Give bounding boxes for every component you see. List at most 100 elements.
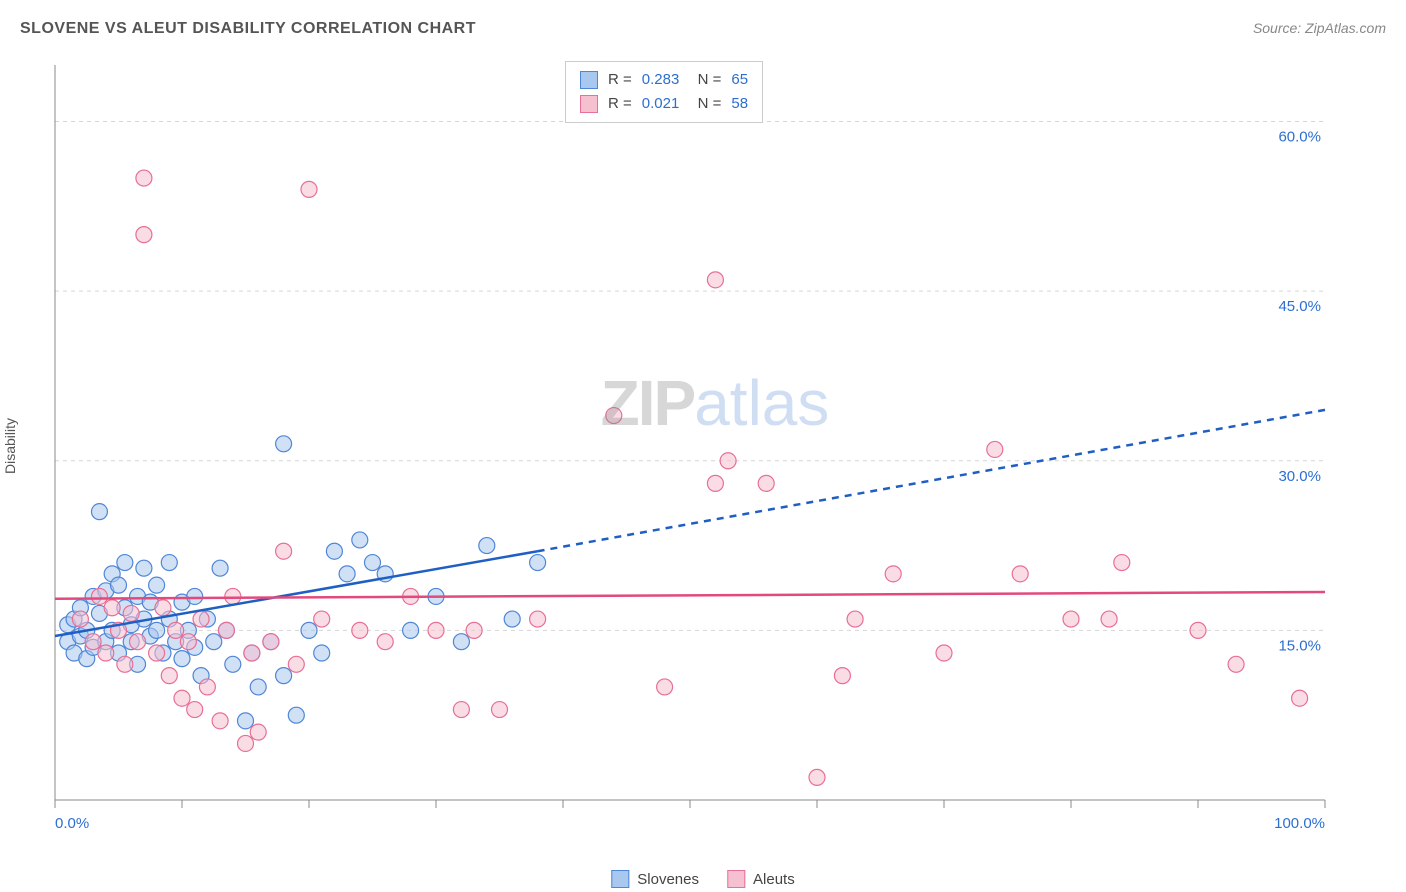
aleuts-point <box>72 611 88 627</box>
aleuts-point <box>1101 611 1117 627</box>
slovenes-point <box>339 566 355 582</box>
slovenes-point <box>250 679 266 695</box>
aleuts-point <box>149 645 165 661</box>
slovenes-point <box>365 555 381 571</box>
aleuts-point <box>301 181 317 197</box>
aleuts-point <box>428 622 444 638</box>
aleuts-point <box>657 679 673 695</box>
slovenes-point <box>314 645 330 661</box>
slovenes-stats-row: R = 0.283 N = 65 <box>580 68 748 92</box>
n-label: N = <box>689 68 721 92</box>
aleuts-point <box>936 645 952 661</box>
correlation-stats-box: R = 0.283 N = 65R = 0.021 N = 58 <box>565 61 763 123</box>
slovenes-point <box>530 555 546 571</box>
aleuts-point <box>606 408 622 424</box>
aleuts-legend-label: Aleuts <box>753 871 795 888</box>
aleuts-point <box>225 588 241 604</box>
slovenes-point <box>288 707 304 723</box>
aleuts-point <box>187 702 203 718</box>
aleuts-point <box>1012 566 1028 582</box>
aleuts-stats-row: R = 0.021 N = 58 <box>580 92 748 116</box>
aleuts-point <box>218 622 234 638</box>
chart-header: SLOVENE VS ALEUT DISABILITY CORRELATION … <box>20 20 1386 38</box>
svg-text:30.0%: 30.0% <box>1278 468 1321 485</box>
aleuts-point <box>238 735 254 751</box>
plot-area: 15.0%30.0%45.0%60.0%0.0%100.0% ZIPatlas … <box>45 55 1385 845</box>
aleuts-point <box>758 475 774 491</box>
slovenes-point <box>403 622 419 638</box>
aleuts-point <box>161 668 177 684</box>
aleuts-point <box>117 656 133 672</box>
slovenes-point <box>91 504 107 520</box>
aleuts-point <box>987 441 1003 457</box>
aleuts-point <box>1228 656 1244 672</box>
aleuts-point <box>250 724 266 740</box>
svg-text:15.0%: 15.0% <box>1278 637 1321 654</box>
slovenes-point <box>453 634 469 650</box>
aleuts-point <box>1063 611 1079 627</box>
aleuts-trend-line <box>55 592 1325 599</box>
aleuts-point <box>809 769 825 785</box>
aleuts-point <box>244 645 260 661</box>
slovenes-point <box>225 656 241 672</box>
aleuts-point <box>263 634 279 650</box>
chart-title: SLOVENE VS ALEUT DISABILITY CORRELATION … <box>20 20 476 38</box>
slovenes-trend-extension <box>538 410 1325 551</box>
slovenes-point <box>206 634 222 650</box>
aleuts-point <box>530 611 546 627</box>
slovenes-legend-label: Slovenes <box>637 871 699 888</box>
slovenes-point <box>276 436 292 452</box>
slovenes-point <box>136 560 152 576</box>
aleuts-point <box>155 600 171 616</box>
slovenes-point <box>187 588 203 604</box>
aleuts-legend-swatch <box>727 870 745 888</box>
aleuts-point <box>707 272 723 288</box>
aleuts-point <box>123 605 139 621</box>
series-legend: Slovenes Aleuts <box>611 870 794 888</box>
legend-item-slovenes: Slovenes <box>611 870 699 888</box>
slovenes-point <box>174 651 190 667</box>
aleuts-point <box>174 690 190 706</box>
aleuts-point <box>834 668 850 684</box>
aleuts-swatch <box>580 95 598 113</box>
svg-text:45.0%: 45.0% <box>1278 298 1321 315</box>
aleuts-point <box>104 600 120 616</box>
aleuts-point <box>98 645 114 661</box>
aleuts-point <box>193 611 209 627</box>
y-axis-label: Disability <box>2 418 18 474</box>
aleuts-point <box>707 475 723 491</box>
aleuts-point <box>168 622 184 638</box>
slovenes-point <box>149 622 165 638</box>
aleuts-n-value: 58 <box>731 92 748 116</box>
slovenes-point <box>212 560 228 576</box>
slovenes-point <box>504 611 520 627</box>
aleuts-point <box>720 453 736 469</box>
aleuts-point <box>276 543 292 559</box>
slovenes-point <box>352 532 368 548</box>
slovenes-point <box>326 543 342 559</box>
aleuts-point <box>130 634 146 650</box>
aleuts-point <box>288 656 304 672</box>
aleuts-point <box>466 622 482 638</box>
slovenes-point <box>161 555 177 571</box>
aleuts-point <box>377 634 393 650</box>
slovenes-point <box>276 668 292 684</box>
aleuts-point <box>1190 622 1206 638</box>
aleuts-point <box>91 588 107 604</box>
aleuts-point <box>212 713 228 729</box>
r-label: R = <box>608 92 632 116</box>
r-label: R = <box>608 68 632 92</box>
slovenes-point <box>238 713 254 729</box>
aleuts-point <box>847 611 863 627</box>
aleuts-point <box>136 170 152 186</box>
slovenes-point <box>117 555 133 571</box>
svg-text:100.0%: 100.0% <box>1274 815 1325 832</box>
aleuts-point <box>1114 555 1130 571</box>
slovenes-swatch <box>580 71 598 89</box>
aleuts-point <box>199 679 215 695</box>
aleuts-point <box>1292 690 1308 706</box>
aleuts-point <box>885 566 901 582</box>
aleuts-point <box>85 634 101 650</box>
slovenes-n-value: 65 <box>731 68 748 92</box>
aleuts-point <box>492 702 508 718</box>
